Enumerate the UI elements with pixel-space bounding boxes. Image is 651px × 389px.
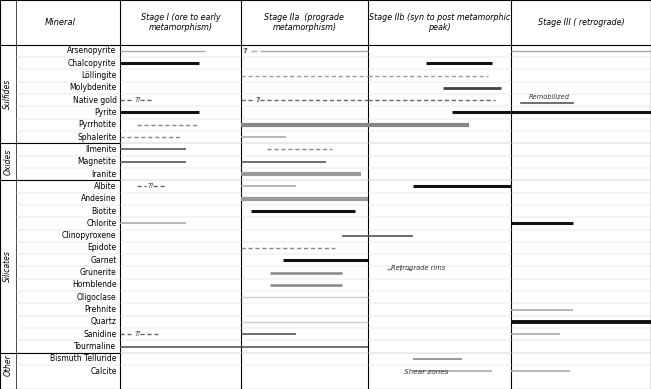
Text: ?: ? — [135, 97, 139, 103]
Text: Hornblende: Hornblende — [72, 280, 117, 289]
Text: Oxides: Oxides — [3, 149, 12, 175]
Text: Tourmaline: Tourmaline — [74, 342, 117, 351]
Text: Remobilized: Remobilized — [529, 93, 570, 100]
Text: Silicates: Silicates — [3, 251, 12, 282]
Text: Calcite: Calcite — [90, 367, 117, 376]
Text: ?: ? — [243, 48, 247, 54]
Text: ?: ? — [135, 331, 139, 337]
Text: ?: ? — [148, 183, 152, 189]
Text: Retrograde rims: Retrograde rims — [391, 265, 445, 272]
Text: Arsenopyrite: Arsenopyrite — [67, 46, 117, 55]
Text: ?: ? — [256, 97, 260, 103]
Text: ?: ? — [255, 97, 259, 103]
Text: Andesine: Andesine — [81, 194, 117, 203]
Text: Magnetite: Magnetite — [77, 157, 117, 166]
Text: Sanidine: Sanidine — [83, 330, 117, 339]
Text: Pyrrhotite: Pyrrhotite — [79, 120, 117, 129]
Text: Grunerite: Grunerite — [80, 268, 117, 277]
Text: Mineral: Mineral — [45, 18, 76, 27]
Text: Stage IIb (syn to post metamorphic
peak): Stage IIb (syn to post metamorphic peak) — [369, 13, 510, 32]
Text: Iranite: Iranite — [91, 170, 117, 179]
Text: Ilmenite: Ilmenite — [85, 145, 117, 154]
Text: ?: ? — [137, 97, 141, 103]
Text: Stage IIa  (prograde
metamorphism): Stage IIa (prograde metamorphism) — [264, 13, 344, 32]
Text: ?: ? — [398, 266, 402, 272]
Text: Stage I (ore to early
metamorphism): Stage I (ore to early metamorphism) — [141, 13, 221, 32]
Text: Shear zones: Shear zones — [404, 370, 449, 375]
Text: Sulfides: Sulfides — [3, 79, 12, 109]
Text: Clinopyroxene: Clinopyroxene — [62, 231, 117, 240]
Text: Pyrite: Pyrite — [94, 108, 117, 117]
Text: Other: Other — [3, 354, 12, 376]
Text: Oligoclase: Oligoclase — [77, 293, 117, 302]
Text: Biotite: Biotite — [91, 207, 117, 216]
Text: ?: ? — [137, 331, 141, 337]
Text: Molybdenite: Molybdenite — [69, 83, 117, 92]
Text: Garnet: Garnet — [90, 256, 117, 265]
Text: Bismuth Telluride: Bismuth Telluride — [50, 354, 117, 363]
Text: Chlorite: Chlorite — [87, 219, 117, 228]
Text: Sphalerite: Sphalerite — [77, 133, 117, 142]
Text: Quartz: Quartz — [90, 317, 117, 326]
Text: Chalcopyrite: Chalcopyrite — [68, 59, 117, 68]
Text: Native gold: Native gold — [72, 96, 117, 105]
Text: Albite: Albite — [94, 182, 117, 191]
Text: Epidote: Epidote — [87, 244, 117, 252]
Text: Löllingite: Löllingite — [81, 71, 117, 80]
Text: Prehnite: Prehnite — [85, 305, 117, 314]
Text: ?: ? — [149, 183, 153, 189]
Text: ?: ? — [242, 48, 246, 54]
Text: Stage III ( retrograde): Stage III ( retrograde) — [538, 18, 624, 27]
